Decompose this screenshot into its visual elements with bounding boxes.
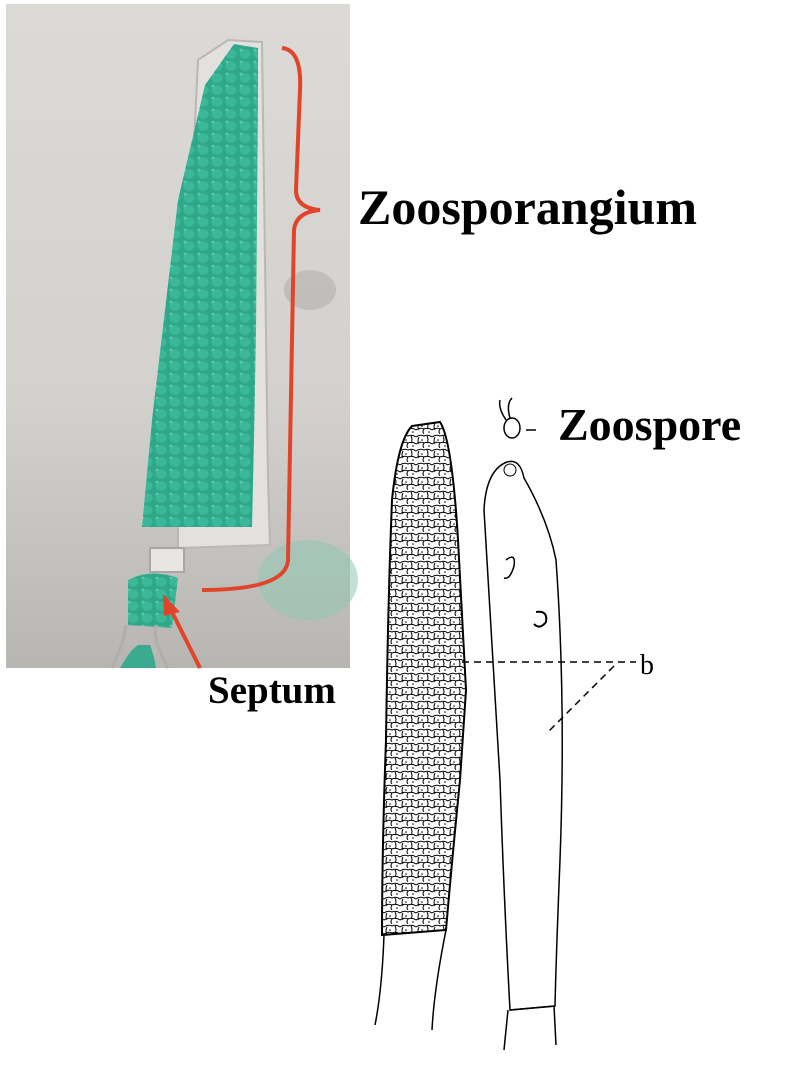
micrograph bbox=[6, 4, 358, 669]
zoospore-drawing bbox=[498, 397, 536, 439]
drawing-filled-sporangium bbox=[374, 420, 468, 1031]
septum-label: Septum bbox=[208, 669, 336, 712]
drawing-empty-sporangium bbox=[483, 460, 563, 1051]
zoospore-label: Zoospore bbox=[558, 399, 742, 450]
b-leader-lines bbox=[462, 661, 636, 735]
zoosporangium-bracket bbox=[201, 46, 321, 592]
zoosporangium-green-contents bbox=[142, 44, 258, 527]
zoosporangium-label: Zoosporangium bbox=[358, 179, 697, 235]
hypha-outline bbox=[110, 624, 170, 669]
b-label: b bbox=[640, 650, 654, 681]
basal-cell bbox=[128, 573, 178, 628]
septum-region bbox=[149, 547, 185, 573]
septum-arrow bbox=[163, 594, 202, 669]
background-green-blob bbox=[258, 540, 358, 620]
background-dark-spot bbox=[284, 270, 336, 310]
hypha-green bbox=[120, 645, 156, 668]
